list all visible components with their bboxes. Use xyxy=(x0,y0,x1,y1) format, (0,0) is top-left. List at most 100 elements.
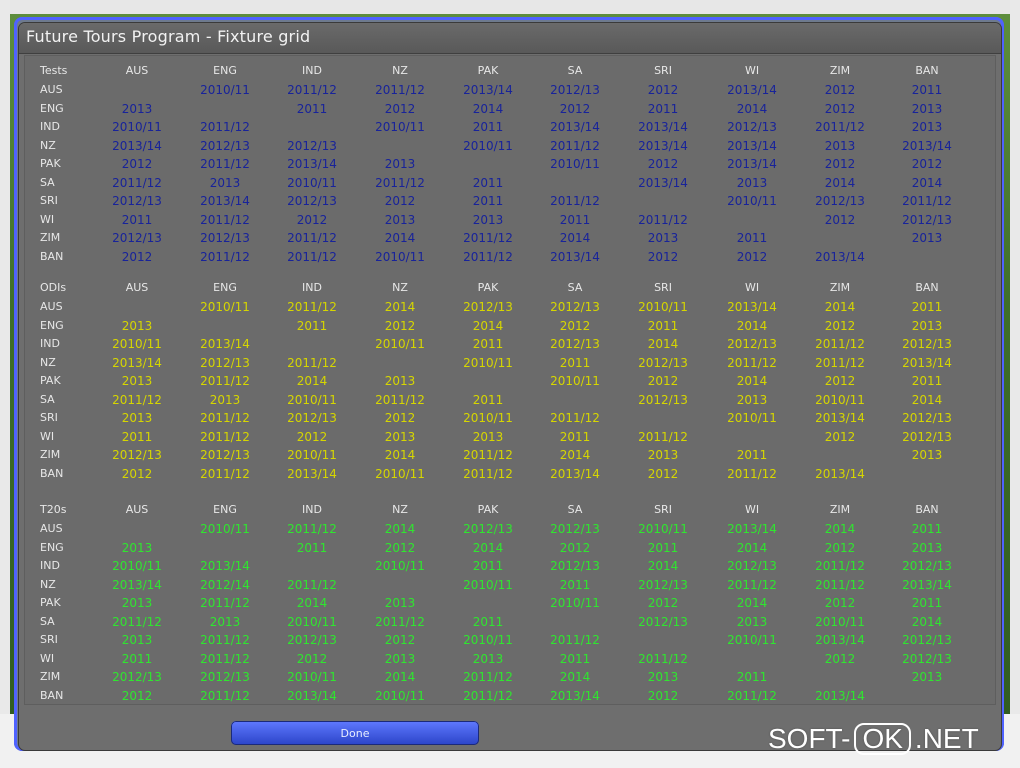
fixture-cell: 2013 xyxy=(384,212,416,227)
fixture-cell: 2012/13 xyxy=(815,194,865,208)
fixture-cell: 2013/14 xyxy=(727,522,777,536)
fixture-cell: 2012/13 xyxy=(287,411,337,425)
fixture-cell: 2014 xyxy=(911,175,943,190)
fixture-cell: 2014 xyxy=(296,596,328,610)
fixture-cell: 2011 xyxy=(472,392,504,407)
fixture-cell: 2013/14 xyxy=(727,157,777,171)
fixture-cell: 2012/13 xyxy=(200,670,250,684)
fixture-cell: 2010/11 xyxy=(112,337,162,351)
fixture-cell: 2012 xyxy=(384,633,416,647)
fixture-cell: 2011/12 xyxy=(727,466,777,481)
fixture-cell: 2011 xyxy=(911,522,943,536)
fixture-cell: 2011 xyxy=(559,651,591,666)
fixture-cell: 2013 xyxy=(209,392,241,407)
row-label-ban: BAN xyxy=(40,466,64,480)
column-header-eng: ENG xyxy=(213,503,237,516)
fixture-cell: 2013 xyxy=(384,429,416,444)
fixture-cell: 2011 xyxy=(296,540,328,555)
fixture-cell: 2014 xyxy=(472,101,504,116)
fixture-cell: 2012 xyxy=(384,318,416,333)
fixture-cell: 2011/12 xyxy=(463,231,513,245)
fixture-cell: 2011/12 xyxy=(200,688,250,703)
fixture-cell: 2013 xyxy=(121,411,153,425)
fixture-cell: 2013/14 xyxy=(287,688,337,703)
row-label-nz: NZ xyxy=(40,355,56,369)
fixture-cell: 2013/14 xyxy=(550,466,600,481)
row-label-sa: SA xyxy=(40,614,55,628)
column-header-sri: SRI xyxy=(654,281,672,294)
fixture-cell: 2011 xyxy=(736,448,768,462)
fixture-cell: 2011 xyxy=(559,577,591,592)
fixture-cell: 2013 xyxy=(209,614,241,629)
column-header-sa: SA xyxy=(567,281,583,294)
fixture-cell: 2011/12 xyxy=(200,249,250,264)
fixture-cell: 2010/11 xyxy=(287,614,337,629)
done-button[interactable]: Done xyxy=(231,721,479,745)
fixture-cell: 2012/14 xyxy=(200,577,250,592)
fixture-cell: 2010/11 xyxy=(550,374,600,388)
fixture-cell: 2010/11 xyxy=(112,559,162,573)
column-header-wi: WI xyxy=(744,281,760,294)
fixture-cell: 2012/13 xyxy=(550,83,600,97)
column-header-eng: ENG xyxy=(213,281,237,294)
column-header-ban: BAN xyxy=(915,503,939,516)
fixture-cell: 2014 xyxy=(736,374,768,388)
fixture-cell: 2012/13 xyxy=(902,429,952,444)
fixture-cell: 2012 xyxy=(296,212,328,227)
row-label-aus: AUS xyxy=(40,300,63,313)
column-header-aus: AUS xyxy=(125,281,149,294)
fixture-cell: 2013/14 xyxy=(815,249,865,264)
fixture-cell: 2014 xyxy=(384,300,416,314)
column-header-pak: PAK xyxy=(477,64,499,77)
fixture-cell: 2010/11 xyxy=(375,466,425,481)
fixture-cell: 2011/12 xyxy=(200,212,250,227)
fixture-cell: 2010/11 xyxy=(463,633,513,647)
row-label-sri: SRI xyxy=(40,194,58,207)
fixture-cell: 2013/14 xyxy=(902,138,952,153)
fixture-cell: 2014 xyxy=(384,670,416,684)
fixture-cell: 2014 xyxy=(736,318,768,333)
fixture-cell: 2011/12 xyxy=(287,355,337,370)
fixture-cell: 2012 xyxy=(736,249,768,264)
fixture-cell: 2014 xyxy=(647,337,679,351)
fixture-cell: 2011/12 xyxy=(727,688,777,703)
fixture-cell: 2011/12 xyxy=(287,249,337,264)
fixture-cell: 2012 xyxy=(384,411,416,425)
fixture-cell: 2011/12 xyxy=(200,374,250,388)
fixture-cell: 2012 xyxy=(296,651,328,666)
fixture-cell: 2012 xyxy=(824,374,856,388)
fixture-cell: 2011/12 xyxy=(727,355,777,370)
fixture-cell: 2012/13 xyxy=(112,231,162,245)
fixture-cell: 2012/13 xyxy=(727,559,777,573)
row-label-aus: AUS xyxy=(40,522,63,535)
fixture-cell: 2012 xyxy=(824,101,856,116)
column-header-zim: ZIM xyxy=(829,64,851,77)
fixture-cell: 2011 xyxy=(736,670,768,684)
fixture-cell: 2010/11 xyxy=(638,300,688,314)
fixture-cell: 2011/12 xyxy=(550,633,600,647)
fixture-cell: 2010/11 xyxy=(200,300,250,314)
fixture-cell: 2010/11 xyxy=(375,559,425,573)
background-frame-left xyxy=(0,0,10,768)
fixture-cell: 2013 xyxy=(911,318,943,333)
watermark-left: SOFT- xyxy=(768,723,851,754)
fixture-cell: 2011/12 xyxy=(815,559,865,573)
fixture-cell: 2011/12 xyxy=(463,688,513,703)
fixture-cell: 2011 xyxy=(911,374,943,388)
fixture-cell: 2010/11 xyxy=(375,688,425,703)
fixture-cell: 2013 xyxy=(384,651,416,666)
fixture-cell: 2012/13 xyxy=(550,300,600,314)
fixture-cell: 2012/13 xyxy=(902,411,952,425)
fixture-cell: 2011/12 xyxy=(638,651,688,666)
fixture-cell: 2012 xyxy=(121,157,153,171)
fixture-cell: 2011 xyxy=(647,540,679,555)
fixture-cell: 2010/11 xyxy=(463,411,513,425)
fixture-cell: 2011/12 xyxy=(638,212,688,227)
fixture-cell: 2012/13 xyxy=(902,212,952,227)
fixture-cell: 2011/12 xyxy=(287,577,337,592)
fixture-cell: 2011/12 xyxy=(463,448,513,462)
fixture-cell: 2014 xyxy=(384,231,416,245)
fixture-cell: 2012/13 xyxy=(200,355,250,370)
fixture-cell: 2013 xyxy=(824,138,856,153)
fixture-cell: 2012 xyxy=(647,596,679,610)
